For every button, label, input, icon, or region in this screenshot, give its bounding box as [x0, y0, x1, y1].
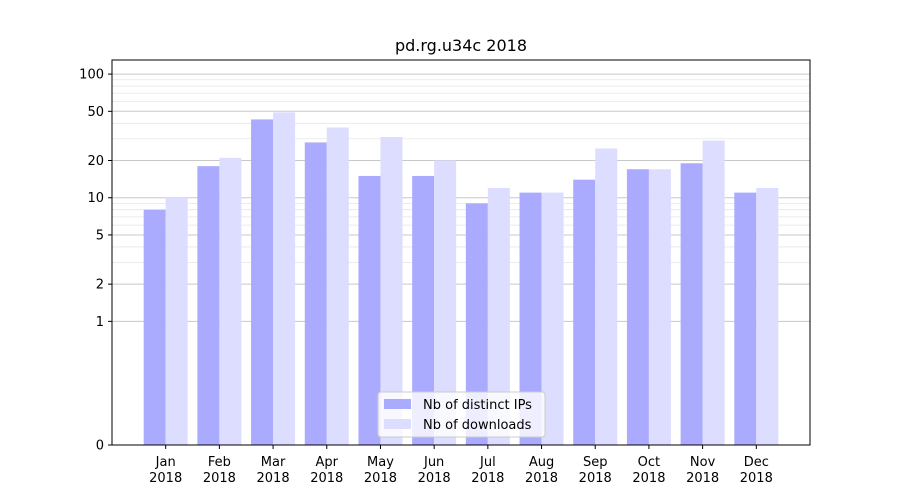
- bar-downloads: [541, 192, 564, 445]
- bar-ips: [304, 142, 327, 445]
- y-tick-label: 1: [96, 315, 104, 330]
- chart-title: pd.rg.u34c 2018: [395, 36, 527, 55]
- bar-downloads: [702, 140, 725, 445]
- y-tick-label: 2: [96, 278, 104, 293]
- x-tick-label: Nov 2018: [686, 455, 719, 486]
- bar-ips: [358, 175, 381, 445]
- legend-swatch: [384, 419, 411, 429]
- y-axis: 0 1 2 5 10 20 50 100: [79, 68, 112, 454]
- bar-downloads: [756, 187, 779, 445]
- x-tick-label: Mar 2018: [257, 455, 290, 486]
- bar-downloads: [434, 160, 457, 445]
- bar-ips: [573, 179, 596, 446]
- y-tick-label: 0: [96, 439, 104, 454]
- bar-ips: [412, 175, 435, 445]
- bar-ips: [680, 163, 703, 445]
- legend-label: Nb of downloads: [423, 418, 532, 433]
- bar-downloads: [326, 127, 349, 446]
- bar-ips: [626, 169, 649, 445]
- bar-ips: [519, 192, 542, 445]
- bar-ips: [143, 209, 166, 445]
- x-tick-label: Jul 2018: [471, 455, 504, 486]
- bar-ips: [197, 166, 220, 445]
- y-tick-label: 5: [96, 228, 104, 243]
- y-tick-label: 100: [79, 68, 104, 83]
- legend: Nb of distinct IPs Nb of downloads: [377, 391, 546, 438]
- x-tick-label: May 2018: [364, 455, 397, 486]
- bar-ips: [734, 192, 757, 445]
- bar-downloads: [648, 169, 671, 445]
- legend-label: Nb of distinct IPs: [423, 398, 532, 413]
- bar-ips: [251, 119, 274, 445]
- x-tick-label: Feb 2018: [203, 455, 236, 486]
- x-tick-label: Apr 2018: [310, 455, 343, 486]
- x-axis: Jan 2018 Feb 2018 Mar 2018 Apr 2018 May 2018 Jun 20…: [149, 445, 773, 486]
- bars: [143, 112, 779, 446]
- x-tick-label: Oct 2018: [632, 455, 665, 486]
- plot-frame: [111, 59, 811, 446]
- y-tick-label: 20: [87, 154, 104, 169]
- bar-downloads: [219, 157, 242, 446]
- x-tick-label: Dec 2018: [740, 455, 773, 486]
- x-tick-label: Jan 2018: [149, 455, 182, 486]
- y-tick-label: 50: [87, 105, 104, 120]
- x-tick-label: Sep 2018: [579, 455, 612, 486]
- legend-box: [377, 391, 546, 438]
- bar-downloads: [487, 187, 510, 445]
- y-tick-label: 10: [87, 191, 104, 206]
- bar-downloads: [165, 197, 188, 445]
- bar-downloads: [595, 148, 618, 445]
- x-tick-label: Jun 2018: [418, 455, 451, 486]
- bar-downloads: [380, 136, 403, 445]
- bar-ips: [465, 203, 488, 445]
- x-tick-label: Aug 2018: [525, 455, 558, 486]
- legend-swatch: [384, 399, 411, 409]
- bar-downloads: [273, 112, 296, 446]
